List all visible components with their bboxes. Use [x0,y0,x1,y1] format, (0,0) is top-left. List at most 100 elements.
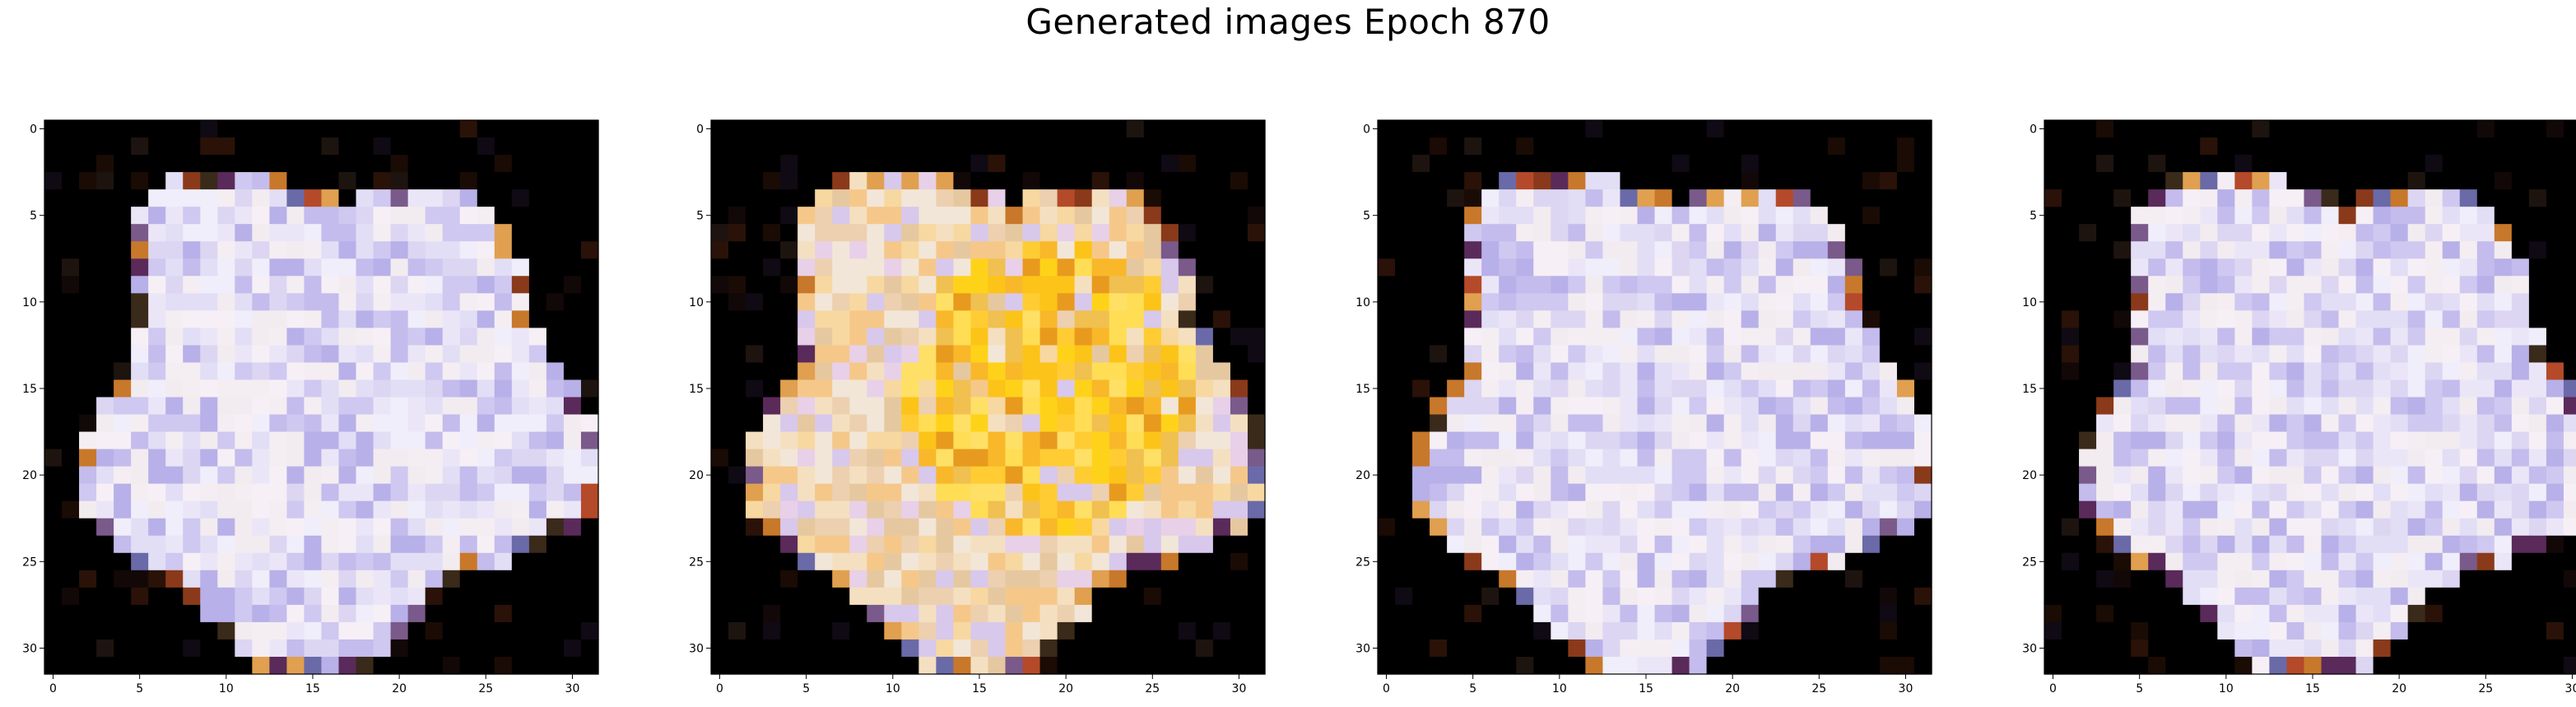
heatmap-cell [2338,293,2357,311]
heatmap-cell [2079,639,2097,658]
heatmap-cell [2131,276,2149,294]
heatmap-cell [849,362,867,381]
heatmap-cell [797,431,816,450]
heatmap-cell [1074,155,1093,173]
heatmap-cell [2321,189,2340,207]
heatmap-cell [2148,293,2166,311]
heatmap-cell [728,604,746,623]
heatmap-cell [148,466,166,485]
heatmap-cell [2217,293,2235,311]
heatmap-cell [1793,466,1811,485]
heatmap-cell [1879,518,1898,537]
heatmap-cell [563,604,582,623]
heatmap-cell [918,587,937,606]
heatmap-cell [477,207,495,225]
heatmap-cell [1499,241,1517,259]
heatmap-cell [1793,535,1811,554]
heatmap-cell [1395,552,1413,571]
heatmap-cell [1378,466,1396,485]
heatmap-cell [44,137,63,156]
heatmap-cell [2321,362,2340,381]
heatmap-cell [2234,207,2253,225]
heatmap-cell [114,639,132,658]
heatmap-cell [2494,535,2513,554]
heatmap-cell [884,466,902,485]
heatmap-cell [511,379,530,398]
heatmap-cell [2200,224,2218,242]
heatmap-cell [2546,241,2564,259]
heatmap-cell [1689,604,1708,623]
heatmap-cell [356,570,374,588]
heatmap-cell [338,449,357,467]
heatmap-cell [2252,570,2271,588]
heatmap-cell [338,379,357,398]
heatmap-cell [546,431,565,450]
heatmap-cell [1005,258,1024,277]
heatmap-cell [1913,397,1932,416]
heatmap-cell [867,379,885,398]
heatmap-cell [1879,656,1898,675]
heatmap-cell [1758,345,1777,364]
heatmap-cell [2425,172,2443,190]
heatmap-cell [200,483,218,502]
heatmap-cell [953,431,972,450]
heatmap-cell [1793,639,1811,658]
heatmap-cell [2096,604,2114,623]
heatmap-cell [1793,414,1811,433]
heatmap-cell [1057,120,1076,138]
heatmap-cell [2442,137,2461,156]
heatmap-cell [1057,604,1076,623]
heatmap-cell [901,604,919,623]
heatmap-cell [390,604,409,623]
heatmap-cell [2096,639,2114,658]
heatmap-cell [356,414,374,433]
heatmap-cell [2304,258,2323,277]
heatmap-cell [96,397,114,416]
heatmap-cell [2234,310,2253,328]
heatmap-cell [1585,518,1604,537]
heatmap-cell [425,207,444,225]
heatmap-cell [1741,189,1760,207]
heatmap-cell [1723,120,1742,138]
heatmap-cell [114,137,132,156]
heatmap-cell [1810,431,1829,450]
heatmap-cell [2044,293,2062,311]
heatmap-cell [1689,466,1708,485]
heatmap-cell [1160,466,1179,485]
heatmap-cell [2425,258,2443,277]
heatmap-cell [1022,414,1041,433]
heatmap-cell [1091,483,1110,502]
heatmap-cell [953,120,972,138]
heatmap-cell [1810,155,1829,173]
heatmap-cell [2494,345,2513,364]
heatmap-cell [580,466,599,485]
heatmap-cell [797,137,816,156]
heatmap-cell [1620,276,1639,294]
heatmap-cell [563,224,582,242]
y-tick-label: 10 [2022,296,2037,309]
heatmap-cell [1178,483,1197,502]
heatmap-cell [2511,518,2530,537]
heatmap-cell [711,328,729,347]
heatmap-cell [1706,224,1725,242]
heatmap-cell [407,500,426,519]
heatmap-cell [356,518,374,537]
heatmap-cell [1896,518,1915,537]
heatmap-cell [988,172,1007,190]
heatmap-cell [2563,500,2576,519]
heatmap-cell [2511,310,2530,328]
heatmap-cell [1074,224,1093,242]
heatmap-cell [2044,207,2062,225]
heatmap-cell [1160,639,1179,658]
heatmap-cell [114,293,132,311]
heatmap-cell [1654,379,1673,398]
heatmap-cell [1447,483,1465,502]
heatmap-cell [148,535,166,554]
heatmap-cell [1143,120,1162,138]
heatmap-cell [1758,293,1777,311]
heatmap-cell [442,120,461,138]
heatmap-cell [1395,172,1413,190]
heatmap-cell [511,518,530,537]
heatmap-cell [2234,431,2253,450]
heatmap-cell [2407,310,2426,328]
